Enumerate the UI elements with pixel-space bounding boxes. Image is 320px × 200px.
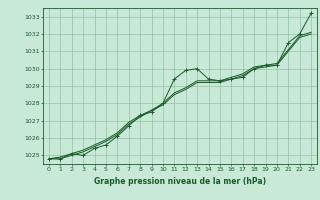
X-axis label: Graphe pression niveau de la mer (hPa): Graphe pression niveau de la mer (hPa): [94, 177, 266, 186]
